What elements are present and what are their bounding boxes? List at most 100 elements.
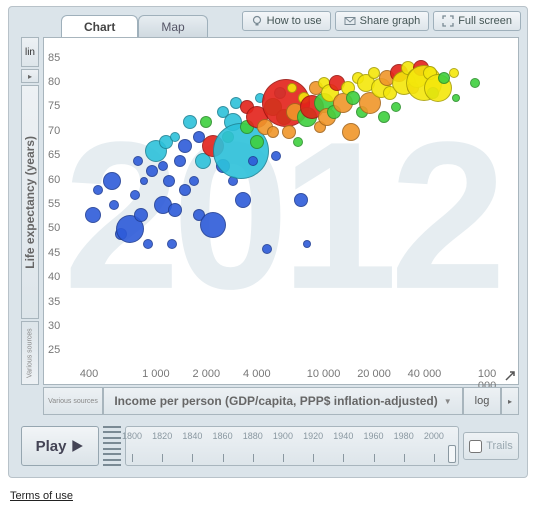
y-tick: 40 — [48, 271, 60, 283]
howto-button[interactable]: How to use — [242, 11, 331, 31]
data-bubble[interactable] — [271, 151, 281, 161]
data-bubble[interactable] — [470, 78, 480, 88]
y-tick: 30 — [48, 320, 60, 332]
y-tick: 60 — [48, 174, 60, 186]
data-bubble[interactable] — [294, 193, 308, 207]
data-bubble[interactable] — [146, 165, 158, 177]
fullscreen-button[interactable]: Full screen — [433, 11, 521, 31]
y-tick: 80 — [48, 76, 60, 88]
data-bubble[interactable] — [85, 207, 101, 223]
data-bubble[interactable] — [143, 239, 153, 249]
y-tick: 70 — [48, 125, 60, 137]
x-tick: 400 — [80, 368, 98, 380]
data-bubble[interactable] — [267, 126, 279, 138]
chart-area: lin ▸ Life expectancy (years) Various so… — [21, 37, 519, 415]
x-tick: 20 000 — [357, 368, 391, 380]
x-tick: 40 000 — [408, 368, 442, 380]
top-toolbar: How to use Share graph Full screen — [242, 11, 521, 31]
timeline-thumb[interactable] — [448, 445, 456, 463]
chevron-down-icon: ▼ — [444, 397, 452, 406]
play-label: Play — [36, 438, 67, 455]
data-bubble[interactable] — [293, 137, 303, 147]
data-bubble[interactable] — [452, 94, 460, 102]
data-bubble[interactable] — [189, 176, 199, 186]
trails-label: Trails — [486, 440, 512, 452]
x-sources-button[interactable]: Various sources — [43, 387, 103, 415]
timeline-tick: 1900 — [273, 431, 293, 441]
y-tick: 85 — [48, 52, 60, 64]
data-bubble[interactable] — [235, 192, 251, 208]
data-bubble[interactable] — [346, 91, 360, 105]
howto-label: How to use — [267, 15, 322, 27]
y-axis-selector[interactable]: Life expectancy (years) — [21, 85, 39, 319]
data-bubble[interactable] — [262, 244, 272, 254]
data-bubble[interactable] — [200, 116, 212, 128]
data-bubble[interactable] — [103, 172, 121, 190]
y-tick: 50 — [48, 222, 60, 234]
tab-map[interactable]: Map — [138, 15, 207, 38]
data-bubble[interactable] — [134, 208, 148, 222]
data-bubble[interactable] — [438, 72, 450, 84]
data-bubble[interactable] — [93, 185, 103, 195]
data-bubble[interactable] — [183, 115, 197, 129]
data-bubble[interactable] — [391, 102, 401, 112]
terms-link[interactable]: Terms of use — [10, 490, 73, 502]
y-tick: 55 — [48, 198, 60, 210]
data-bubble[interactable] — [109, 200, 119, 210]
x-ticks: 4001 0002 0004 00010 00020 00040 000100 … — [44, 368, 518, 382]
speed-slider[interactable] — [103, 426, 121, 466]
x-tick: 1 000 — [142, 368, 170, 380]
data-bubble[interactable] — [342, 123, 360, 141]
visualization-panel: Chart Map How to use Share graph Full sc… — [8, 6, 528, 478]
view-tabs: Chart Map — [61, 15, 208, 38]
share-button[interactable]: Share graph — [335, 11, 430, 31]
y-tick: 75 — [48, 100, 60, 112]
data-bubble[interactable] — [130, 190, 140, 200]
x-scale-button[interactable]: log — [463, 387, 501, 415]
scatter-plot[interactable]: 2012 25303540455055606570758085 4001 000… — [43, 37, 519, 385]
x-axis-selector[interactable]: Income per person (GDP/capita, PPP$ infl… — [103, 387, 463, 415]
timeline-tick: 1800 — [122, 431, 142, 441]
data-bubble[interactable] — [449, 68, 459, 78]
lightbulb-icon — [251, 15, 263, 27]
data-bubble[interactable] — [179, 184, 191, 196]
data-bubble[interactable] — [250, 135, 264, 149]
timeline-tick: 1940 — [333, 431, 353, 441]
y-tick: 45 — [48, 247, 60, 259]
data-bubble[interactable] — [378, 111, 390, 123]
data-bubble[interactable] — [168, 203, 182, 217]
data-bubble[interactable] — [158, 161, 168, 171]
data-bubble[interactable] — [178, 139, 192, 153]
data-bubble[interactable] — [303, 240, 311, 248]
x-tick: 2 000 — [193, 368, 221, 380]
time-slider[interactable]: 1800182018401860188019001920194019601980… — [125, 426, 459, 466]
data-bubble[interactable] — [133, 156, 143, 166]
data-bubble[interactable] — [167, 239, 177, 249]
trails-checkbox[interactable] — [469, 440, 482, 453]
play-button[interactable]: Play — [21, 426, 99, 466]
timeline-tick: 2000 — [424, 431, 444, 441]
y-sources-button[interactable]: Various sources — [21, 321, 39, 385]
timeline-tick: 1860 — [213, 431, 233, 441]
timeline-tick: 1920 — [303, 431, 323, 441]
y-axis-expand-icon[interactable]: ▸ — [21, 69, 39, 83]
timeline-tick: 1960 — [363, 431, 383, 441]
x-tick: 10 000 — [307, 368, 341, 380]
data-bubble[interactable] — [287, 83, 297, 93]
timeline-tick: 1980 — [394, 431, 414, 441]
data-bubble[interactable] — [248, 156, 258, 166]
data-bubble[interactable] — [140, 177, 148, 185]
data-bubble[interactable] — [174, 155, 186, 167]
data-bubble[interactable] — [170, 132, 180, 142]
data-bubble[interactable] — [163, 175, 175, 187]
y-axis-label: Life expectancy (years) — [23, 136, 37, 269]
envelope-icon — [344, 15, 356, 27]
tab-chart[interactable]: Chart — [61, 15, 138, 38]
zoom-corner-icon[interactable] — [504, 370, 516, 382]
x-axis-expand-icon[interactable]: ▸ — [501, 387, 519, 415]
y-tick: 65 — [48, 149, 60, 161]
trails-toggle[interactable]: Trails — [463, 432, 519, 460]
y-scale-button[interactable]: lin — [21, 37, 39, 67]
data-bubble[interactable] — [200, 212, 226, 238]
share-label: Share graph — [360, 15, 421, 27]
